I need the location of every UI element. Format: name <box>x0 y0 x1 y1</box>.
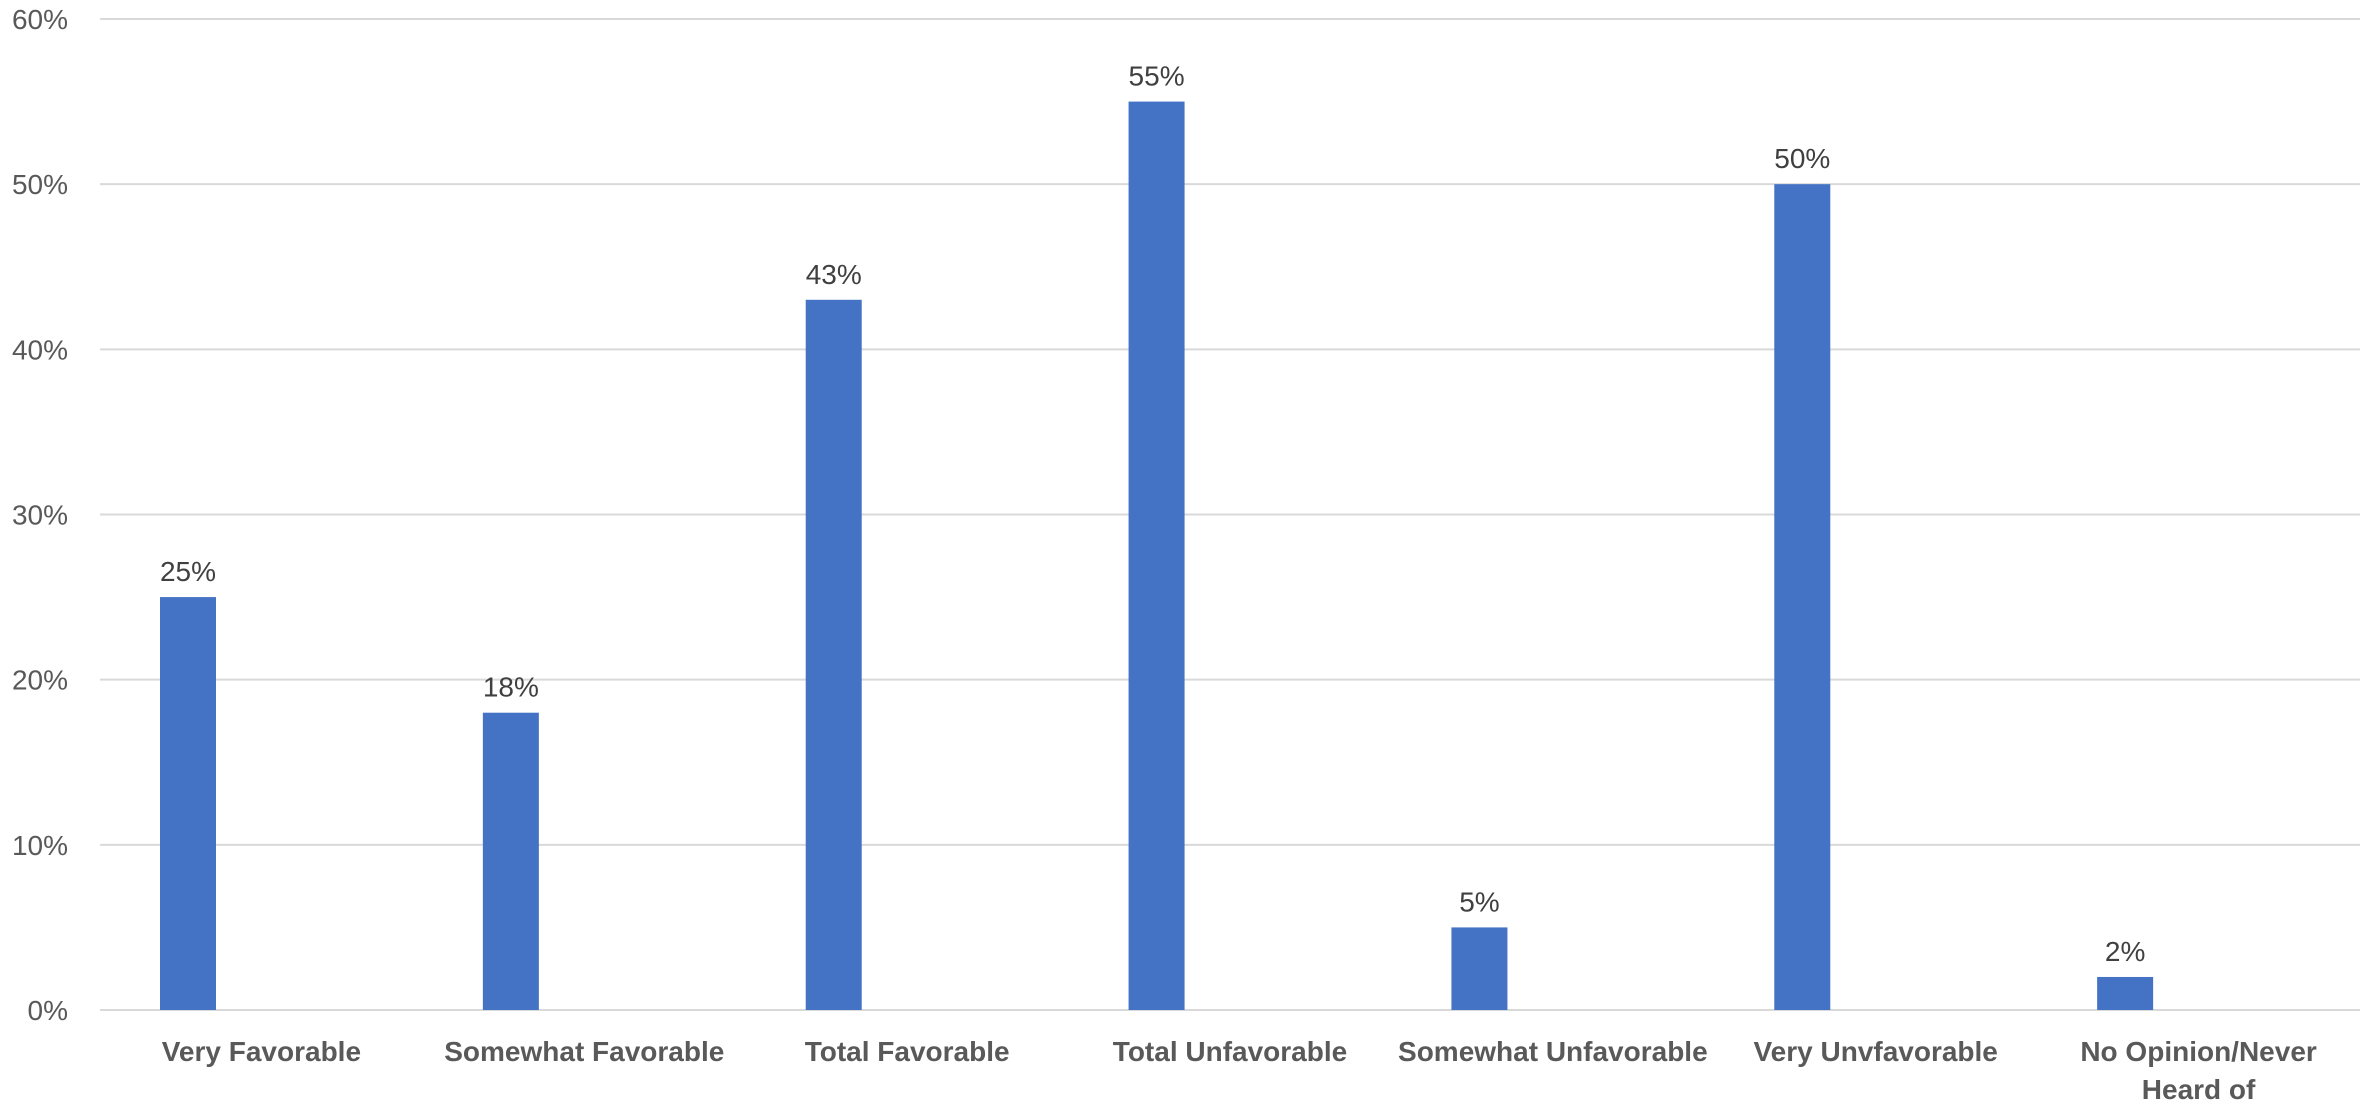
bar <box>2097 976 2154 1010</box>
data-labels: 25% 18% 43% 55% 5% 50% 2% <box>160 61 2145 967</box>
data-label: 50% <box>1774 143 1830 174</box>
y-tick-label: 60% <box>12 4 68 35</box>
data-label: 55% <box>1129 61 1185 92</box>
bar <box>1774 184 1831 1010</box>
x-tick-label: Somewhat Favorable <box>444 1036 724 1067</box>
x-tick-label: Total Unfavorable <box>1113 1036 1347 1067</box>
bars <box>160 101 2154 1011</box>
bar <box>482 712 539 1010</box>
data-label: 43% <box>806 259 862 290</box>
y-tick-label: 50% <box>12 169 68 200</box>
y-tick-label: 30% <box>12 500 68 531</box>
gridlines <box>100 18 2360 1011</box>
x-tick-label: Very Favorable <box>162 1036 361 1067</box>
y-tick-label: 20% <box>12 665 68 696</box>
data-label: 25% <box>160 556 216 587</box>
data-label: 18% <box>483 672 539 703</box>
y-tick-label: 10% <box>12 830 68 861</box>
x-tick-label: Somewhat Unfavorable <box>1398 1036 1708 1067</box>
bar <box>160 597 216 1010</box>
y-axis-ticks: 0% 10% 20% 30% 40% 50% 60% <box>12 4 68 1026</box>
data-label: 2% <box>2105 936 2145 967</box>
bar <box>805 299 862 1010</box>
bar <box>1451 927 1508 1010</box>
y-tick-label: 0% <box>28 995 68 1026</box>
x-axis-ticks: Very Favorable Somewhat Favorable Total Fa… <box>162 1036 2317 1104</box>
x-tick-label: No Opinion/Never Heard of <box>2080 1036 2317 1104</box>
x-tick-label: Total Favorable <box>805 1036 1010 1067</box>
y-tick-label: 40% <box>12 334 68 365</box>
data-label: 5% <box>1459 886 1499 917</box>
x-tick-label: Very Unvfavorable <box>1754 1036 1998 1067</box>
bar <box>1128 101 1185 1011</box>
